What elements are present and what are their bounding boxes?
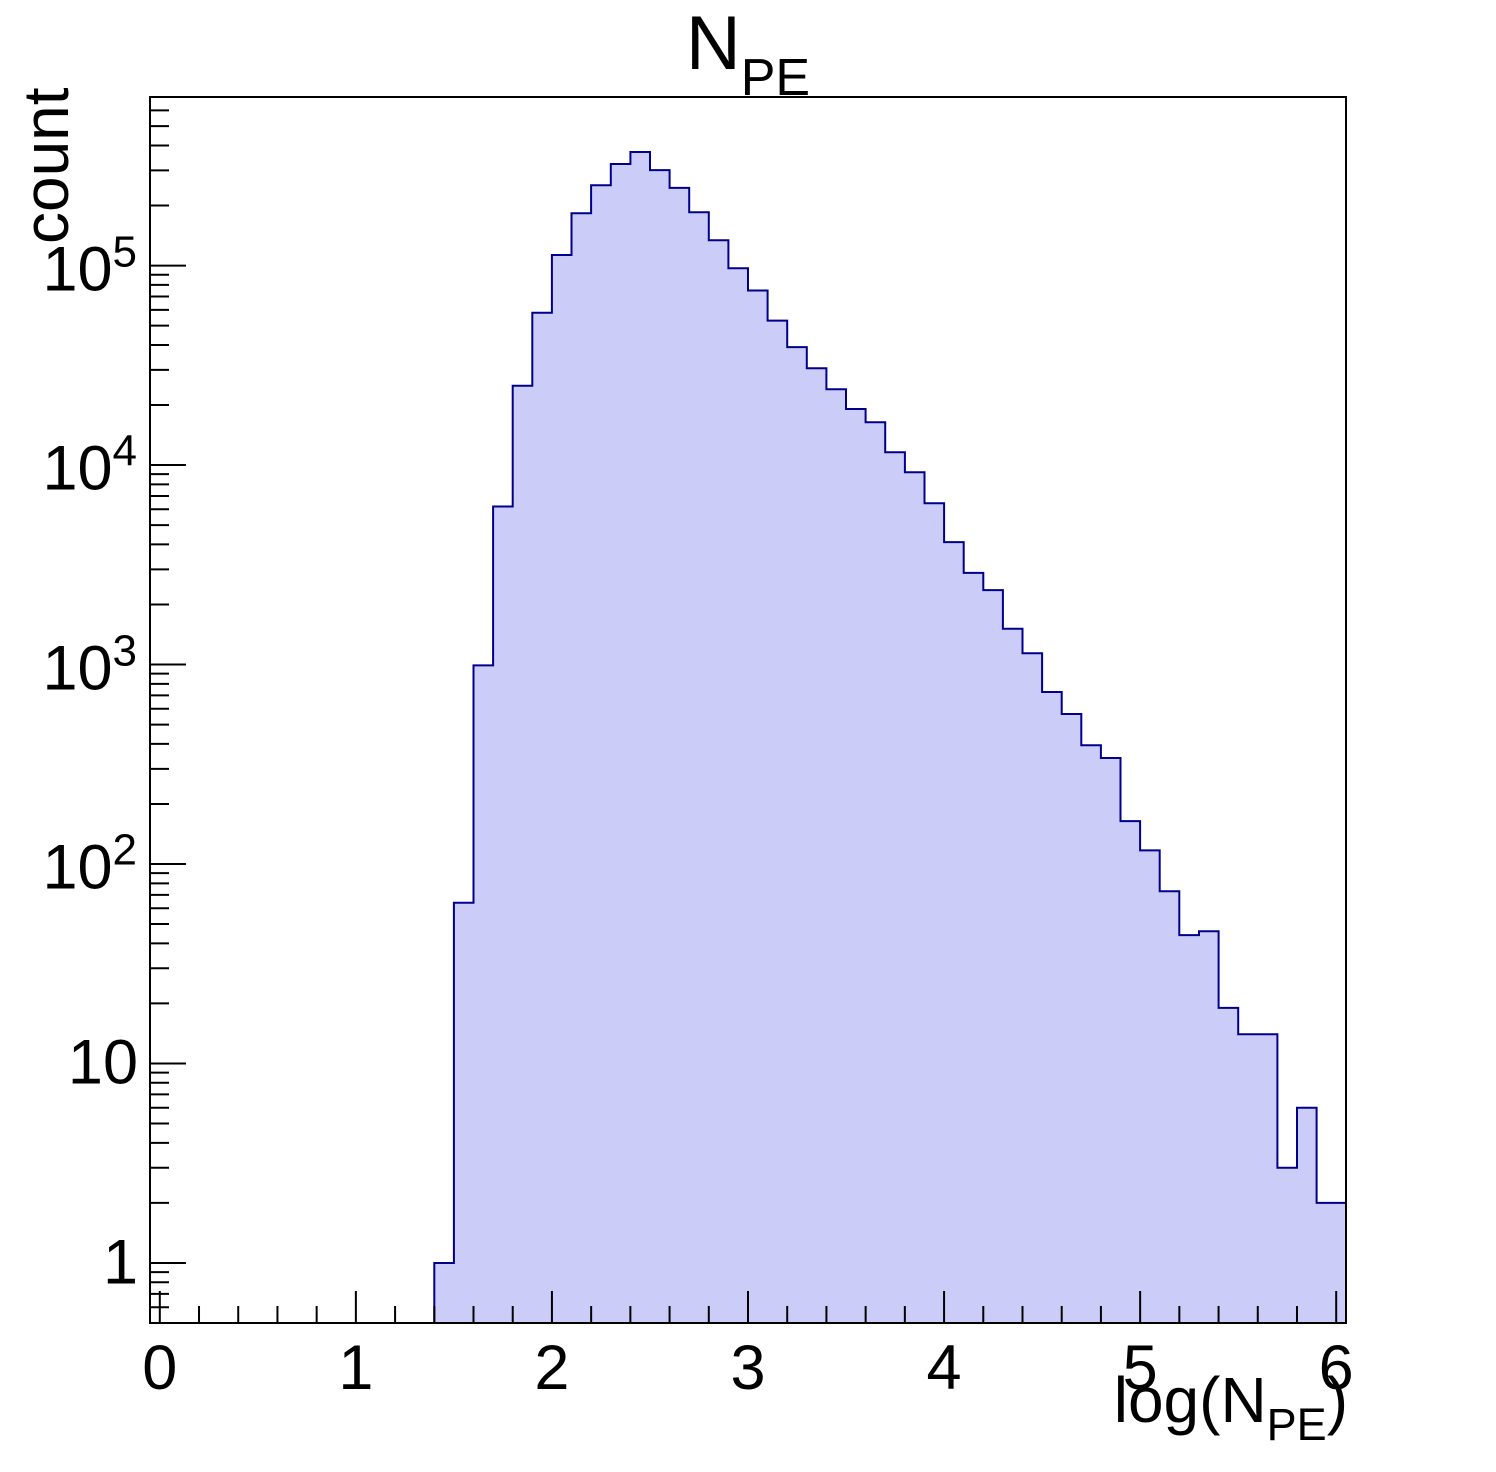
y-axis-label: count xyxy=(10,87,82,244)
x-tick-label: 0 xyxy=(142,1333,178,1403)
chart-title-text: N xyxy=(685,1,741,86)
y-tick-base: 10 xyxy=(67,1027,138,1098)
plot-frame xyxy=(149,96,1347,1324)
x-tick-label: 1 xyxy=(338,1333,374,1403)
x-tick-label: 2 xyxy=(534,1333,570,1403)
x-tick-label: 4 xyxy=(926,1333,962,1403)
chart-title-subscript: PE xyxy=(740,49,811,107)
x-axis-label: log(N PE) xyxy=(1114,1368,1348,1447)
y-tick-label: 1 xyxy=(103,1231,138,1294)
x-axis-label-subscript: PE xyxy=(1266,1399,1327,1450)
y-tick-exponent: 4 xyxy=(112,426,138,476)
y-tick-label: 105 xyxy=(42,230,138,301)
y-tick-exponent: 2 xyxy=(112,825,138,875)
y-tick-exponent: 5 xyxy=(112,227,138,277)
x-axis-label-suffix: ) xyxy=(1326,1364,1348,1436)
y-tick-base: 10 xyxy=(42,832,113,903)
y-tick-label: 102 xyxy=(42,825,138,903)
x-tick-label: 6 xyxy=(1318,1333,1354,1403)
x-tick-label: 3 xyxy=(730,1333,766,1403)
histogram-outline xyxy=(433,151,1347,1323)
chart-title: NPE xyxy=(0,4,1496,106)
y-tick-base: 1 xyxy=(102,1227,138,1298)
y-tick-exponent: 3 xyxy=(112,626,138,676)
x-axis-label-prefix: log(N xyxy=(1113,1364,1267,1436)
y-tick-label: 104 xyxy=(42,426,138,504)
y-tick-base: 10 xyxy=(42,433,113,504)
histogram-fill xyxy=(434,152,1346,1323)
y-tick-base: 10 xyxy=(42,234,113,305)
y-tick-base: 10 xyxy=(42,633,113,704)
y-tick-label: 103 xyxy=(42,629,138,700)
x-tick-label: 5 xyxy=(1122,1333,1158,1403)
y-tick-label: 10 xyxy=(68,1031,138,1095)
